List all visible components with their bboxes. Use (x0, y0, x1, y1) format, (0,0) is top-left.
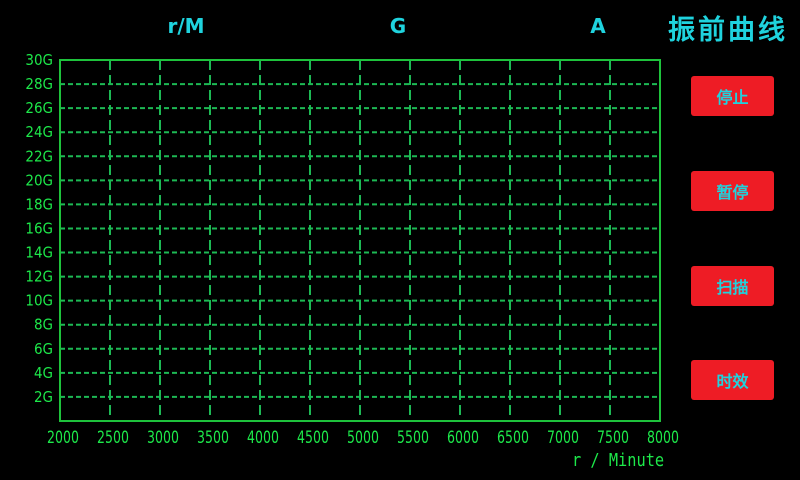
x-tick-label: 3500 (197, 428, 229, 448)
aging-button[interactable]: 时效 (691, 360, 774, 400)
page-title: 振前曲线 (668, 15, 788, 46)
y-tick-label: 22G (25, 147, 53, 165)
scan-button[interactable]: 扫描 (691, 266, 774, 306)
y-tick-label: 30G (25, 51, 53, 69)
y-tick-label: 26G (25, 99, 53, 117)
y-tick-label: 10G (25, 292, 53, 310)
x-tick-label: 4000 (247, 428, 279, 448)
x-tick-label: 8000 (647, 428, 679, 448)
x-tick-label: 7000 (547, 428, 579, 448)
y-tick-label: 16G (25, 219, 53, 237)
pause-button[interactable]: 暂停 (691, 171, 774, 211)
y-tick-label: 28G (25, 75, 53, 93)
x-tick-label: 5500 (397, 428, 429, 448)
x-tick-label: 4500 (297, 428, 329, 448)
y-tick-label: 4G (34, 364, 53, 382)
header-rpm-label: r/M (167, 14, 205, 38)
y-tick-label: 2G (34, 388, 53, 406)
x-tick-label: 2500 (97, 428, 129, 448)
x-tick-label: 6500 (497, 428, 529, 448)
x-tick-label: 3000 (147, 428, 179, 448)
y-tick-label: 8G (34, 316, 53, 334)
header-a-label: A (590, 14, 606, 38)
y-tick-label: 6G (34, 340, 53, 358)
y-tick-label: 20G (25, 171, 53, 189)
x-tick-label: 5000 (347, 428, 379, 448)
y-tick-label: 12G (25, 268, 53, 286)
y-tick-label: 24G (25, 123, 53, 141)
plot-frame (59, 59, 661, 422)
header-g-label: G (389, 14, 407, 38)
y-tick-label: 18G (25, 195, 53, 213)
x-tick-label: 6000 (447, 428, 479, 448)
stop-button[interactable]: 停止 (691, 76, 774, 116)
y-tick-label: 14G (25, 244, 53, 262)
x-tick-label: 2000 (47, 428, 79, 448)
x-tick-label: 7500 (597, 428, 629, 448)
x-axis-label: r / Minute (572, 450, 665, 471)
